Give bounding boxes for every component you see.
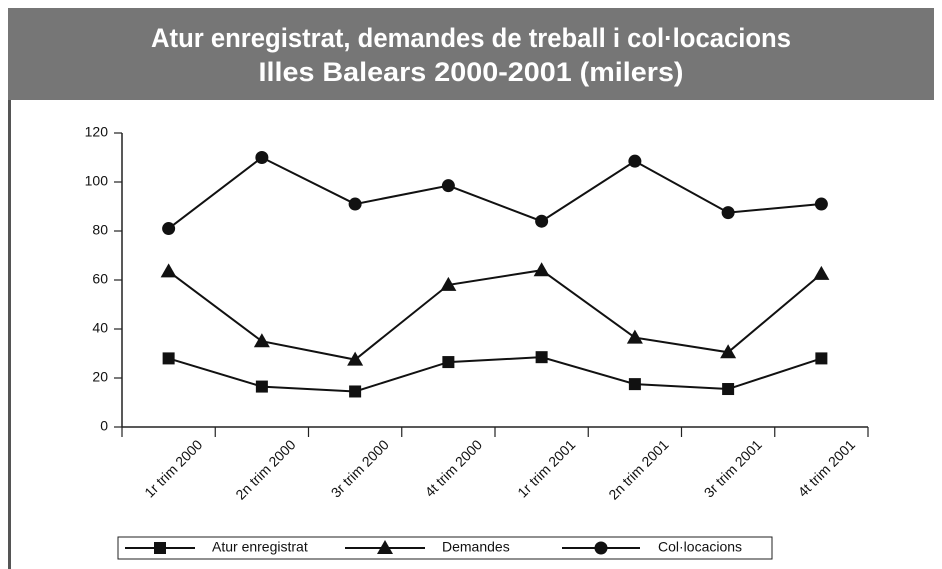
data-point — [348, 197, 362, 211]
y-tick-label: 40 — [92, 320, 108, 336]
x-tick-label: 1r trim 2001 — [514, 436, 578, 500]
y-tick-label: 120 — [85, 124, 109, 140]
y-tick-label: 20 — [92, 369, 108, 385]
series-line — [168, 356, 822, 393]
y-tick-label: 0 — [100, 418, 108, 434]
chart-title: Illes Balears 2000-2001 (milers) — [259, 57, 684, 87]
legend-box — [117, 536, 773, 560]
data-point — [162, 222, 176, 236]
data-point — [255, 151, 269, 164]
data-point — [814, 197, 828, 211]
data-point — [813, 265, 830, 280]
legend-label: Atur enregistrat — [212, 539, 308, 555]
data-point — [440, 276, 457, 291]
series-line — [168, 156, 822, 230]
data-point — [628, 378, 641, 391]
data-point — [815, 352, 828, 365]
title-bar — [8, 8, 934, 100]
x-tick-label: 4t trim 2000 — [422, 436, 486, 500]
data-point — [626, 329, 643, 344]
data-point — [535, 214, 549, 228]
y-tick-label: 60 — [92, 271, 108, 287]
legend-marker — [377, 540, 393, 554]
data-point — [628, 154, 642, 168]
x-tick-label: 1r trim 2000 — [141, 436, 205, 500]
y-tick-label: 80 — [92, 222, 108, 238]
frame-left — [8, 100, 11, 569]
x-tick-label: 4t trim 2001 — [795, 436, 859, 500]
data-point — [720, 344, 737, 359]
x-tick-label: 2n trim 2000 — [232, 436, 298, 502]
data-point — [722, 383, 735, 396]
data-point — [162, 352, 175, 365]
data-point — [347, 351, 364, 366]
data-point — [160, 263, 177, 278]
data-point — [721, 206, 735, 220]
x-tick-label: 3r trim 2000 — [328, 436, 392, 500]
data-point — [535, 351, 548, 364]
legend-label: Col·locacions — [658, 539, 742, 555]
chart-title: Atur enregistrat, demandes de treball i … — [151, 23, 791, 53]
legend-marker — [154, 542, 166, 554]
series-line — [168, 269, 823, 361]
data-point — [533, 262, 550, 277]
data-point — [441, 179, 455, 193]
x-tick-label: 2n trim 2001 — [605, 436, 671, 502]
y-tick-label: 100 — [85, 173, 109, 189]
legend-label: Demandes — [442, 539, 510, 555]
data-point — [442, 356, 455, 369]
data-point — [255, 380, 268, 393]
legend-marker — [594, 541, 608, 555]
data-point — [253, 333, 270, 348]
x-tick-label: 3r trim 2001 — [701, 436, 765, 500]
data-point — [349, 385, 362, 398]
